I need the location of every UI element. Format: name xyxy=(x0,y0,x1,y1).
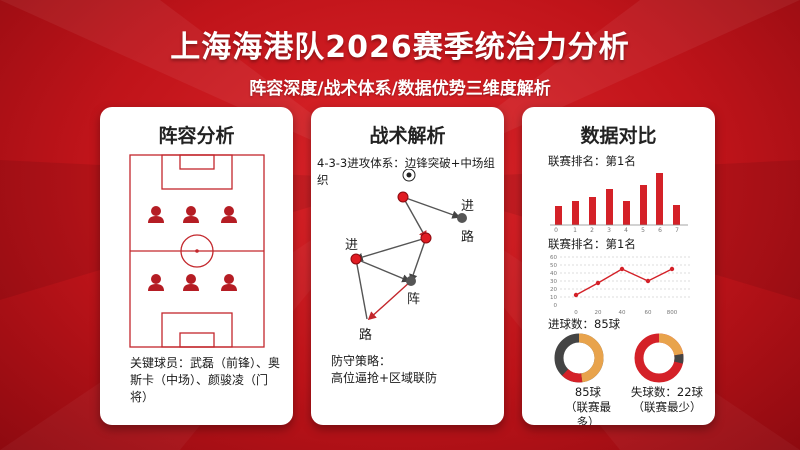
lineup-card-title: 阵容分析 xyxy=(158,125,235,147)
defense-text: 高位逼抢+区域联防 xyxy=(331,371,438,385)
point xyxy=(595,280,601,286)
tick-label: 30 xyxy=(550,279,557,285)
tactics-card-title: 战术解析 xyxy=(369,125,446,147)
point xyxy=(645,278,651,284)
lineup-card: 阵容分析 关键球员：武磊（前锋）、奥斯卡（中场）、颜骏凌（门将） xyxy=(100,107,293,425)
player-icons xyxy=(148,206,237,291)
tick-label: 40 xyxy=(550,271,557,277)
bar-ticks: 0 1 2 3 4 5 6 7 xyxy=(554,227,679,233)
stats-card-title: 数据对比 xyxy=(580,125,657,147)
tick-label: 7 xyxy=(675,227,679,233)
tactic-label-top-right: 进 xyxy=(461,199,474,214)
tick-label: 20 xyxy=(550,287,557,293)
rank-label-1: 联赛排名：第1名 xyxy=(548,154,636,168)
tick-label: 50 xyxy=(550,263,557,269)
tactic-node xyxy=(406,276,416,286)
tactic-label-bottom-road: 路 xyxy=(359,327,372,343)
tactic-node xyxy=(457,213,467,223)
bottom-penalty-box xyxy=(161,312,233,348)
page-title: 上海海港队2026赛季统治力分析 xyxy=(170,30,630,65)
player-icon xyxy=(183,206,199,223)
bar xyxy=(656,173,663,225)
line-yticks: 60 50 40 30 20 10 0 xyxy=(550,255,558,309)
conceded-donut-caption: 失球数：22球 （联赛最少） xyxy=(626,385,708,415)
tick-label: 20 xyxy=(595,310,602,316)
tick-label: 1 xyxy=(573,227,577,233)
tactic-node xyxy=(420,232,432,244)
goals-value: 85球 xyxy=(574,385,602,399)
bar xyxy=(606,189,613,225)
tactics-card: 战术解析 4-3-3进攻体系：边锋突破+中场组织 进 xyxy=(311,107,504,425)
conceded-note: （联赛最少） xyxy=(632,400,702,414)
tactics-system-text: 4-3-3进攻体系：边锋突破+中场组织 xyxy=(317,156,495,187)
football-pitch xyxy=(129,154,265,348)
ball-icon xyxy=(402,169,416,182)
tick-label: 10 xyxy=(550,295,557,301)
player-icon xyxy=(148,206,164,223)
tick-label: 60 xyxy=(645,310,652,316)
bar xyxy=(640,185,647,225)
tactics-diagram: 进 路 进 阵 路 xyxy=(345,169,474,343)
tick-label: 0 xyxy=(554,227,558,233)
bottom-goal-box xyxy=(179,332,215,348)
player-icon xyxy=(221,206,237,223)
pitch-center-circle xyxy=(180,234,214,268)
conceded-value: 失球数：22球 xyxy=(630,385,704,399)
rank-label-2: 联赛排名：第1名 xyxy=(548,237,636,251)
point xyxy=(619,266,625,272)
line-points xyxy=(573,266,675,298)
goals-label: 进球数：85球 xyxy=(548,317,621,331)
tick-label: 0 xyxy=(574,310,578,316)
tick-label: 0 xyxy=(554,303,558,309)
tick-label: 4 xyxy=(624,227,628,233)
goals-donut-caption: 85球 （联赛最多） xyxy=(558,385,618,425)
rank-bars xyxy=(555,173,680,225)
bar xyxy=(555,206,562,225)
tactic-label-attack-left: 进 xyxy=(345,238,358,253)
player-icon xyxy=(148,274,164,291)
goals-donut xyxy=(554,333,604,383)
point xyxy=(669,266,675,272)
bar xyxy=(572,201,579,225)
tactic-label-road-right: 路 xyxy=(461,229,474,245)
tactic-node xyxy=(397,191,409,203)
rank-line-chart: 60 50 40 30 20 10 0 xyxy=(550,255,692,309)
tick-label: 6 xyxy=(658,227,662,233)
top-penalty-box xyxy=(161,154,233,190)
tick-label: 3 xyxy=(607,227,611,233)
rank-bar-chart: 0 1 2 3 4 5 6 7 xyxy=(550,173,688,233)
tick-label: 40 xyxy=(619,310,626,316)
top-goal-box xyxy=(179,154,215,170)
goals-note: （联赛最多） xyxy=(565,400,611,425)
tactic-node xyxy=(350,253,362,265)
defense-title: 防守策略： xyxy=(331,354,392,368)
tick-label: 5 xyxy=(641,227,645,233)
tick-label: 2 xyxy=(590,227,594,233)
bar xyxy=(623,201,630,225)
player-icon xyxy=(183,274,199,291)
tick-label: 800 xyxy=(667,310,678,316)
tactic-label-bottom-lane: 阵 xyxy=(407,292,420,307)
tick-label: 60 xyxy=(550,255,557,261)
player-icon xyxy=(221,274,237,291)
header: 上海海港队2026赛季统治力分析 阵容深度/战术体系/数据优势三维度解析 xyxy=(0,22,800,99)
bar xyxy=(589,197,596,225)
page-subtitle: 阵容深度/战术体系/数据优势三维度解析 xyxy=(249,79,551,99)
bar xyxy=(673,205,680,225)
line-xticks: 0 20 40 60 800 xyxy=(574,310,678,316)
key-players-text: 关键球员：武磊（前锋）、奥斯卡（中场）、颜骏凌（门将） xyxy=(130,356,281,404)
point xyxy=(573,292,579,298)
stats-card: 数据对比 联赛排名：第1名 0 1 2 3 4 5 6 7 联赛排名：第1名 xyxy=(522,107,715,425)
conceded-donut xyxy=(634,333,684,383)
